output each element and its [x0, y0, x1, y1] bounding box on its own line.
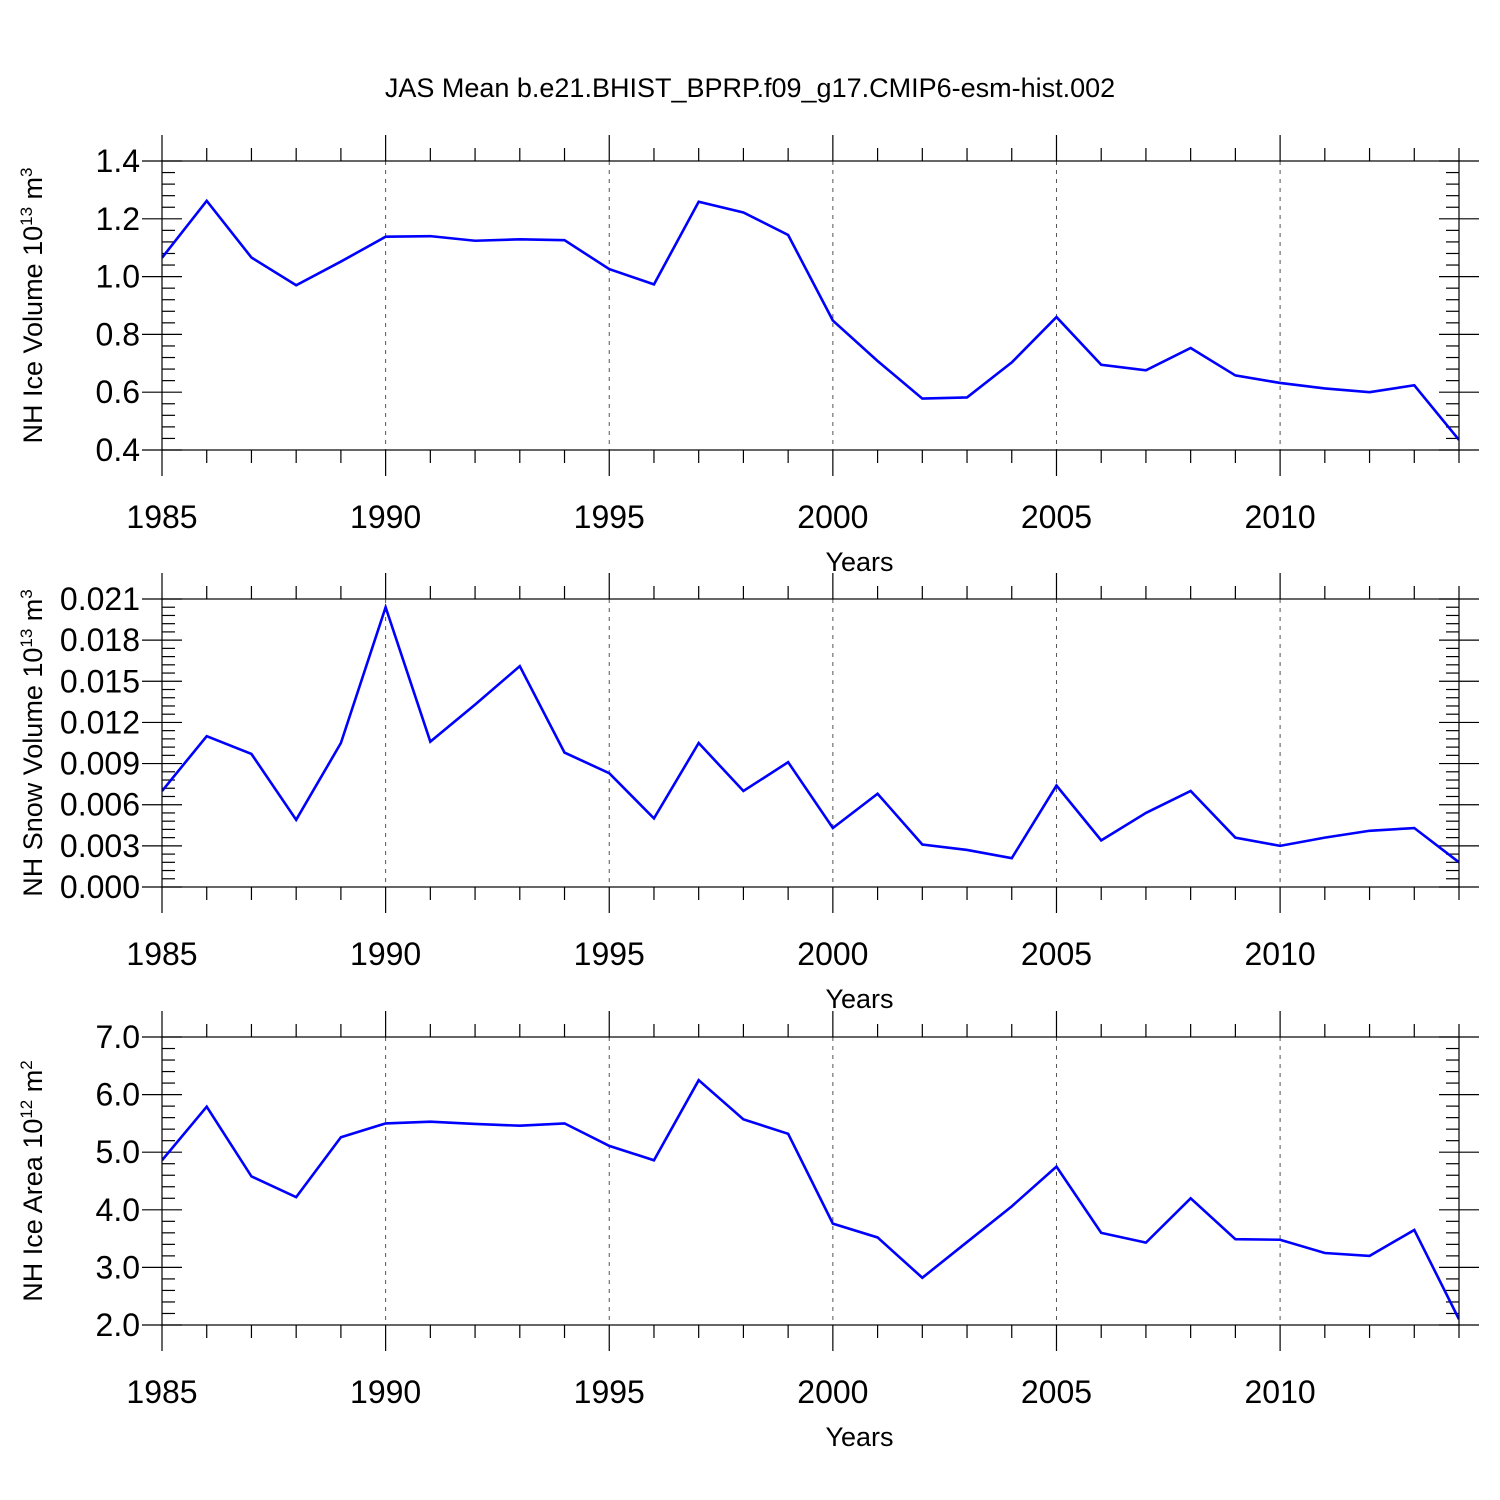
x-tick-label: 1995	[574, 1374, 645, 1410]
y-axis-title-main: NH Snow Volume 10	[18, 648, 48, 897]
y-axis-title-unit-exponent: 3	[17, 168, 36, 177]
plot-frame	[161, 598, 1460, 888]
x-tick-label: 2000	[797, 1374, 868, 1410]
series-line-nh-ice-volume	[162, 198, 1459, 441]
y-tick-label: 0.018	[60, 622, 140, 658]
y-tick-label: 0.6	[96, 374, 140, 410]
x-tick-label: 2005	[1021, 936, 1092, 972]
y-axis-title: NH Ice Volume 1013 m3	[17, 168, 48, 444]
y-axis-title: NH Snow Volume 1013 m3	[17, 589, 48, 897]
x-axis-title: Years	[825, 984, 893, 1014]
x-tick-label: 1985	[126, 499, 197, 535]
series-line-nh-snow-volume	[162, 603, 1459, 864]
x-tick-label: 1995	[574, 499, 645, 535]
y-tick-label: 1.2	[96, 201, 140, 237]
y-tick-label: 0.4	[96, 432, 140, 468]
y-tick-label: 6.0	[96, 1077, 140, 1113]
y-tick-label: 1.4	[96, 143, 140, 179]
y-tick-label: 0.000	[60, 869, 140, 905]
y-axis-title-main: NH Ice Area 10	[18, 1119, 48, 1302]
y-axis-title-unit: m	[18, 177, 48, 207]
y-axis-title-exponent: 13	[17, 629, 36, 648]
y-tick-label: 7.0	[96, 1019, 140, 1055]
y-axis-title-exponent: 12	[17, 1100, 36, 1119]
y-axis-title-main: NH Ice Volume 10	[18, 226, 48, 444]
y-tick-label: 5.0	[96, 1134, 140, 1170]
y-tick-label: 3.0	[96, 1249, 140, 1285]
x-tick-label: 1990	[350, 936, 421, 972]
y-tick-label: 0.009	[60, 746, 140, 782]
y-tick-label: 0.012	[60, 704, 140, 740]
y-tick-label: 4.0	[96, 1192, 140, 1228]
x-tick-label: 1990	[350, 1374, 421, 1410]
y-axis-title-unit-exponent: 2	[17, 1060, 36, 1069]
panel-2: 0.000 0.003 0.006 0.009 0.012 0.015 0.018 0.021…	[17, 573, 1479, 1014]
y-tick-label: 1.0	[96, 259, 140, 295]
x-tick-label: 1985	[126, 1374, 197, 1410]
x-tick-label: 2000	[797, 936, 868, 972]
y-tick-label: 0.8	[96, 316, 140, 352]
y-tick-label: 0.003	[60, 828, 140, 864]
y-tick-label: 0.021	[60, 581, 140, 617]
series-line-nh-ice-area	[162, 1078, 1459, 1320]
x-tick-label: 2010	[1245, 936, 1316, 972]
x-tick-label: 2000	[797, 499, 868, 535]
x-tick-label: 2010	[1245, 499, 1316, 535]
x-axis-title: Years	[825, 547, 893, 577]
y-axis-title-unit-exponent: 3	[17, 589, 36, 598]
x-tick-label: 1990	[350, 499, 421, 535]
y-tick-label: 0.006	[60, 787, 140, 823]
y-tick-label: 0.015	[60, 663, 140, 699]
figure-title: JAS Mean b.e21.BHIST_BPRP.f09_g17.CMIP6-…	[385, 73, 1115, 103]
panel-3: 2.0 3.0 4.0 5.0 6.0 7.0 1985 1990 1995 2000 2005 20…	[17, 1011, 1479, 1452]
y-axis-title-exponent: 13	[17, 207, 36, 226]
panel-1: 0.4 0.6 0.8 1.0 1.2 1.4 1985 1990 1995 2000 2005 20…	[17, 135, 1479, 577]
y-tick-label: 2.0	[96, 1307, 140, 1343]
y-axis-title: NH Ice Area 1012 m2	[17, 1060, 48, 1301]
x-tick-label: 2010	[1245, 1374, 1316, 1410]
x-axis-title: Years	[825, 1422, 893, 1452]
x-tick-label: 1985	[126, 936, 197, 972]
y-axis-title-unit: m	[18, 599, 48, 629]
y-axis-title-unit: m	[18, 1070, 48, 1100]
x-tick-label: 1995	[574, 936, 645, 972]
plot-frame	[161, 160, 1460, 451]
x-tick-label: 2005	[1021, 1374, 1092, 1410]
x-tick-label: 2005	[1021, 499, 1092, 535]
plot-frame	[161, 1036, 1460, 1326]
